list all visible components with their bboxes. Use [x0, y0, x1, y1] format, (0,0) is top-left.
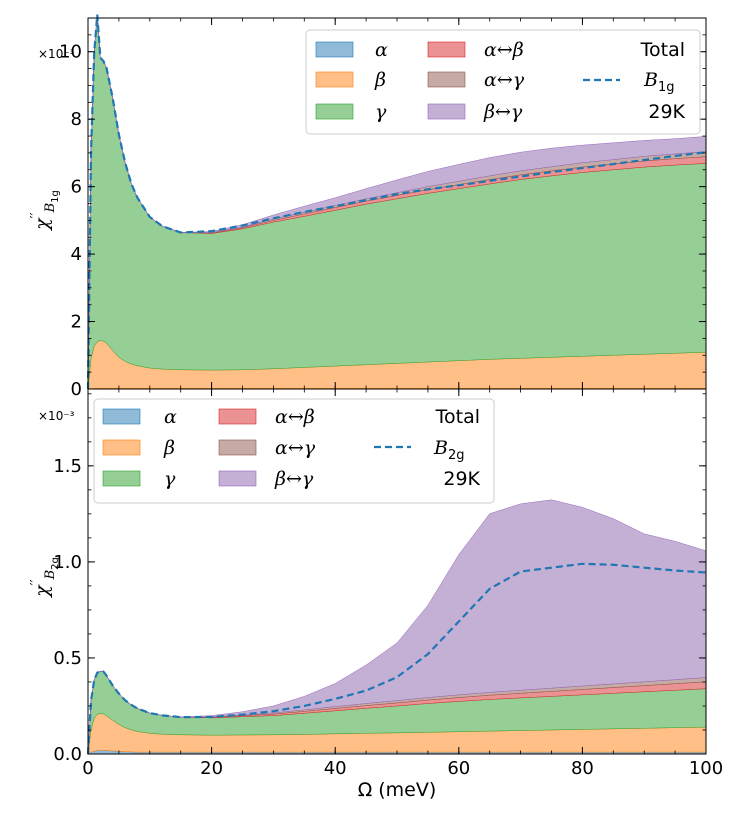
bottom-legend-total-label: B2g: [433, 437, 465, 463]
bottom-scale-label: ×10⁻³: [38, 409, 75, 423]
top-legend-temperature: 29K: [648, 101, 685, 123]
top-legend-label-alpha-beta: α↔β: [484, 39, 524, 61]
top-ticks: 0 2 4 6 8 10: [59, 17, 707, 400]
top-scale-label: ×10⁻³: [38, 47, 75, 61]
bottom-legend-total-title: Total: [435, 406, 480, 428]
bottom-legend-swatch-alpha-gamma: [218, 439, 257, 456]
bottom-total-line: [86, 562, 707, 755]
bottom-legend-label-alpha-gamma: α↔γ: [275, 437, 316, 459]
ytick-label-1-2: 1.0: [53, 552, 82, 573]
bottom-legend-swatch-gamma: [102, 470, 141, 487]
top-total-line: [86, 14, 707, 390]
top-legend-frame: [305, 29, 701, 135]
bottom-ticks: 0.0 0.5 1.0 1.5 0 20 40 60 80 100: [53, 389, 723, 779]
xtick-label-1: 20: [200, 758, 223, 779]
ytick-label-1-1: 0.5: [53, 648, 82, 669]
top-legend-swatch-alpha: [315, 41, 354, 58]
ytick-label-0-2: 4: [71, 244, 82, 265]
bottom-legend-label-alpha: α: [164, 406, 177, 428]
bottom-legend-frame: [93, 398, 495, 504]
top-y-axis-label: χ′′B1g: [29, 190, 61, 232]
top-legend-swatch-alpha-gamma: [427, 71, 466, 88]
bottom-y-axis-label: χ′′B2g: [29, 557, 61, 599]
ytick-label-0-0: 0: [71, 379, 82, 400]
panel-b2g: 0.0 0.5 1.0 1.5 0 20 40 60 80 100 ×10⁻³ χ′′B2g Ω …: [29, 388, 723, 801]
top-legend-label-beta-gamma: β↔γ: [483, 101, 523, 123]
bottom-legend-swatch-alpha-beta: [218, 408, 257, 425]
ytick-label-0-1: 2: [71, 312, 82, 333]
bottom-legend-label-alpha-beta: α↔β: [275, 406, 315, 428]
svg-text:χ′′B2g: χ′′B2g: [29, 557, 61, 599]
x-axis-label: Ω (meV): [358, 779, 437, 801]
top-legend-swatch-gamma: [315, 103, 354, 120]
ytick-label-0-4: 8: [71, 109, 82, 130]
top-legend-swatch-alpha-beta: [427, 41, 466, 58]
xtick-label-5: 100: [689, 758, 723, 779]
ytick-label-1-3: 1.5: [53, 456, 82, 477]
xtick-label-3: 60: [447, 758, 470, 779]
top-legend-swatch-beta: [315, 71, 354, 88]
top-legend-label-beta: β: [374, 69, 386, 91]
bottom-legend-swatch-beta-gamma: [218, 470, 257, 487]
bottom-legend-label-beta: β: [163, 437, 175, 459]
top-legend-label-gamma: γ: [375, 101, 387, 123]
bottom-legend-swatch-alpha: [102, 408, 141, 425]
bottom-legend-temperature: 29K: [443, 468, 480, 490]
svg-text:χ′′B1g: χ′′B1g: [29, 190, 61, 232]
xtick-label-4: 80: [571, 758, 594, 779]
ytick-label-0-5: 10: [59, 42, 82, 63]
xtick-label-0: 0: [82, 758, 93, 779]
ytick-label-1-0: 0.0: [53, 744, 82, 765]
bottom-legend: α β γ α↔β α↔γ β↔γ Total B2g 29K: [93, 398, 495, 504]
xtick-label-2: 40: [324, 758, 347, 779]
bottom-legend-label-gamma: γ: [164, 468, 176, 490]
top-legend-swatch-beta-gamma: [427, 103, 466, 120]
top-legend-total-title: Total: [640, 39, 685, 61]
top-legend-total-label: B1g: [643, 69, 675, 95]
top-legend-label-alpha: α: [375, 39, 388, 61]
panel-b1g: 0 2 4 6 8 10 ×10⁻³ χ′′B1g α β γ α↔β α↔γ β↔γ T…: [29, 14, 707, 400]
top-legend: α β γ α↔β α↔γ β↔γ Total B1g 29K: [305, 29, 701, 135]
ytick-label-0-3: 6: [71, 177, 82, 198]
bottom-legend-label-beta-gamma: β↔γ: [274, 468, 314, 490]
top-legend-label-alpha-gamma: α↔γ: [484, 69, 525, 91]
bottom-legend-swatch-beta: [102, 439, 141, 456]
